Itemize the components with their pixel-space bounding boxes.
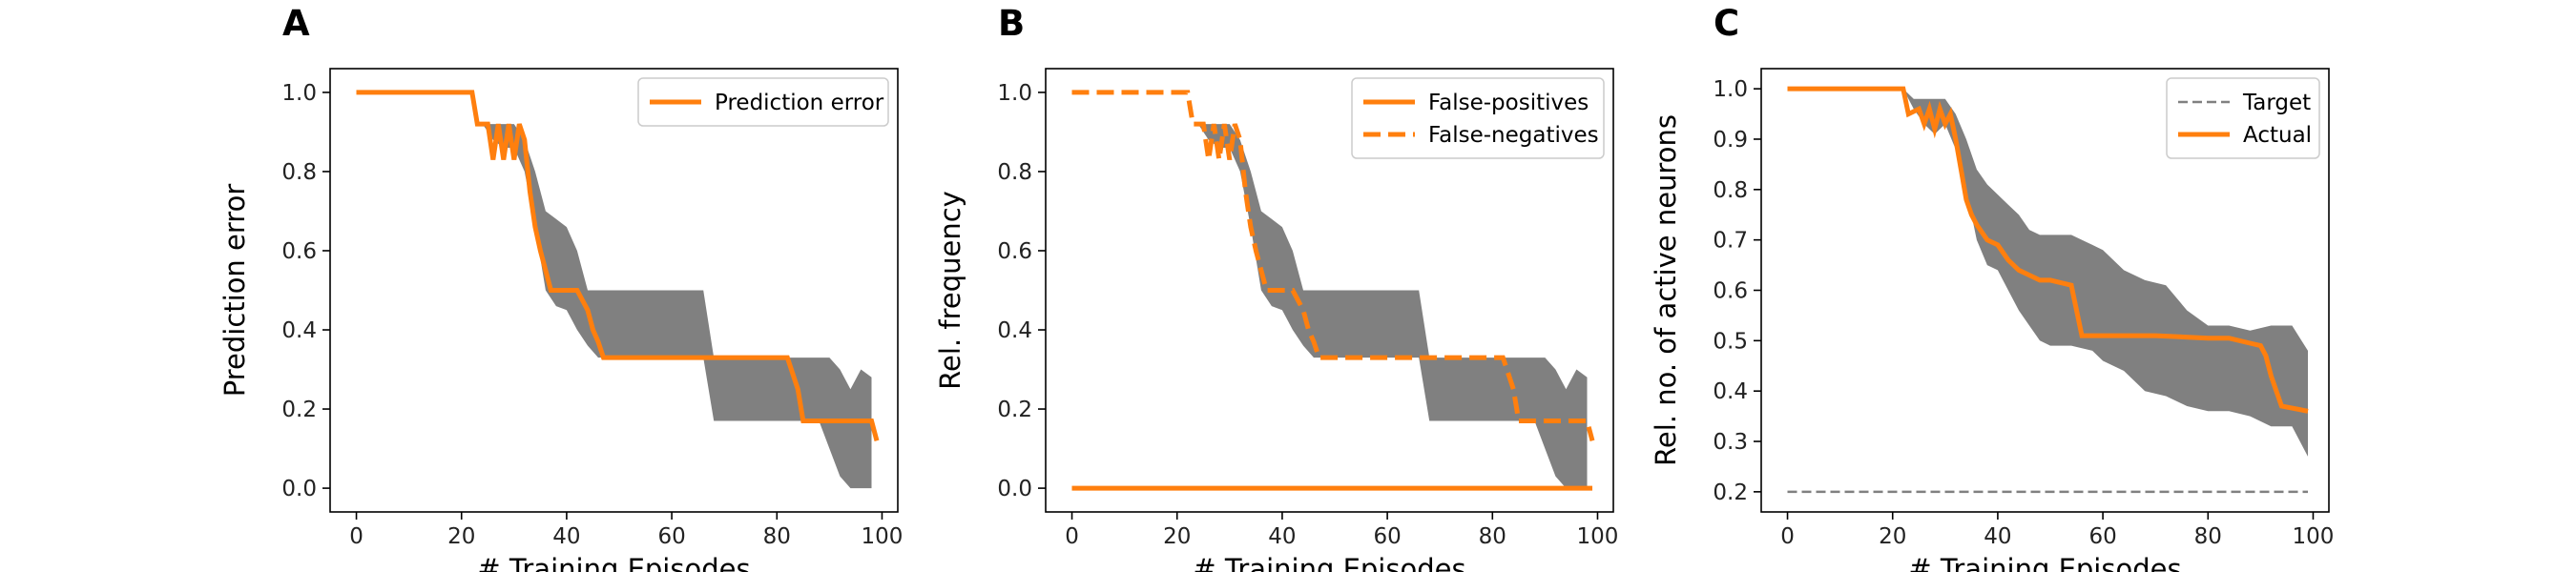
y-tick-label: 0.0: [997, 477, 1032, 501]
x-tick-label: 40: [1268, 524, 1296, 549]
panel-c: C 0 20 40 60 80 100 0.2 0.3 0.4 0.5 0.6 0.7 0.8 0.9 1.0…: [1650, 3, 2334, 572]
uncertainty-band: [1071, 92, 1588, 489]
y-tick-label: 0.2: [281, 398, 317, 422]
x-tick-label: 60: [1373, 524, 1401, 549]
panel-a: A 0 20 40 60 80 100 0.0 0.2 0.4 0.6 0.8 1.0 # Trainin…: [218, 3, 903, 572]
legend-box: [637, 77, 889, 127]
y-tick-label: 1.0: [281, 81, 317, 106]
x-tick-label: 100: [1577, 524, 1619, 549]
x-tick-label: 20: [1879, 524, 1906, 549]
legend: Target Actual: [2166, 77, 2320, 159]
y-tick-label: 0.4: [1713, 379, 1748, 404]
legend: False-positives False-negatives: [1351, 77, 1605, 159]
x-tick-label: 80: [2194, 524, 2222, 549]
x-tick-label: 80: [1479, 524, 1506, 549]
y-tick-label: 0.9: [1713, 128, 1748, 153]
panel-label: A: [282, 3, 310, 44]
x-tick-label: 40: [552, 524, 580, 549]
panel-b: B 0 20 40 60 80 100 0.0 0.2 0.4 0.6 0.8 1.0 # Trainin…: [934, 3, 1618, 572]
y-tick-label: 0.6: [281, 239, 317, 264]
legend-label: False-negatives: [1428, 123, 1599, 148]
y-tick-label: 0.2: [1713, 480, 1748, 505]
legend-label: Actual: [2243, 123, 2312, 148]
y-tick-label: 0.6: [997, 239, 1032, 264]
y-tick-label: 0.7: [1713, 229, 1748, 254]
y-axis-label: Prediction error: [218, 184, 251, 398]
x-tick-label: 0: [1065, 524, 1079, 549]
legend-label: Prediction error: [715, 91, 884, 115]
panel-label: B: [998, 3, 1025, 44]
y-tick-label: 1.0: [997, 81, 1032, 106]
x-axis-label: # Training Episodes: [1908, 553, 2181, 572]
y-tick-label: 0.4: [281, 318, 317, 343]
axes-frame: [329, 68, 899, 513]
series-line-1: [1071, 90, 1595, 441]
x-tick-label: 0: [1780, 524, 1795, 549]
x-tick-label: 80: [763, 524, 791, 549]
y-tick-label: 0.4: [997, 318, 1032, 343]
x-tick-label: 60: [2088, 524, 2116, 549]
legend-label: False-positives: [1428, 91, 1589, 115]
legend-box: [2166, 77, 2320, 159]
x-tick-label: 60: [657, 524, 685, 549]
x-tick-label: 20: [1163, 524, 1191, 549]
x-tick-label: 100: [2293, 524, 2335, 549]
x-tick-label: 100: [862, 524, 904, 549]
uncertainty-band: [356, 92, 872, 489]
x-tick-label: 40: [1984, 524, 2011, 549]
x-axis-label: # Training Episodes: [1193, 553, 1465, 572]
y-tick-label: 0.0: [281, 477, 317, 501]
legend-box: [1351, 77, 1605, 159]
panel-label: C: [1714, 3, 1739, 44]
y-axis-label: Rel. frequency: [934, 191, 966, 390]
y-tick-label: 0.8: [281, 160, 317, 185]
series-line-1: [1787, 86, 2309, 414]
legend-label: Target: [2242, 91, 2311, 115]
x-axis-label: # Training Episodes: [477, 553, 750, 572]
uncertainty-band: [1787, 89, 2308, 457]
x-tick-label: 0: [349, 524, 364, 549]
y-axis-label: Rel. no. of active neurons: [1650, 114, 1682, 466]
legend: Prediction error: [637, 77, 889, 127]
y-tick-label: 0.6: [1713, 279, 1748, 304]
axes-frame: [1045, 68, 1614, 513]
y-tick-label: 0.3: [1713, 430, 1748, 455]
y-tick-label: 0.2: [997, 398, 1032, 422]
series-line-0: [356, 90, 880, 441]
y-tick-label: 0.5: [1713, 329, 1748, 354]
y-tick-label: 1.0: [1713, 77, 1748, 102]
x-tick-label: 20: [447, 524, 475, 549]
y-tick-label: 0.8: [1713, 178, 1748, 203]
y-tick-label: 0.8: [997, 160, 1032, 185]
